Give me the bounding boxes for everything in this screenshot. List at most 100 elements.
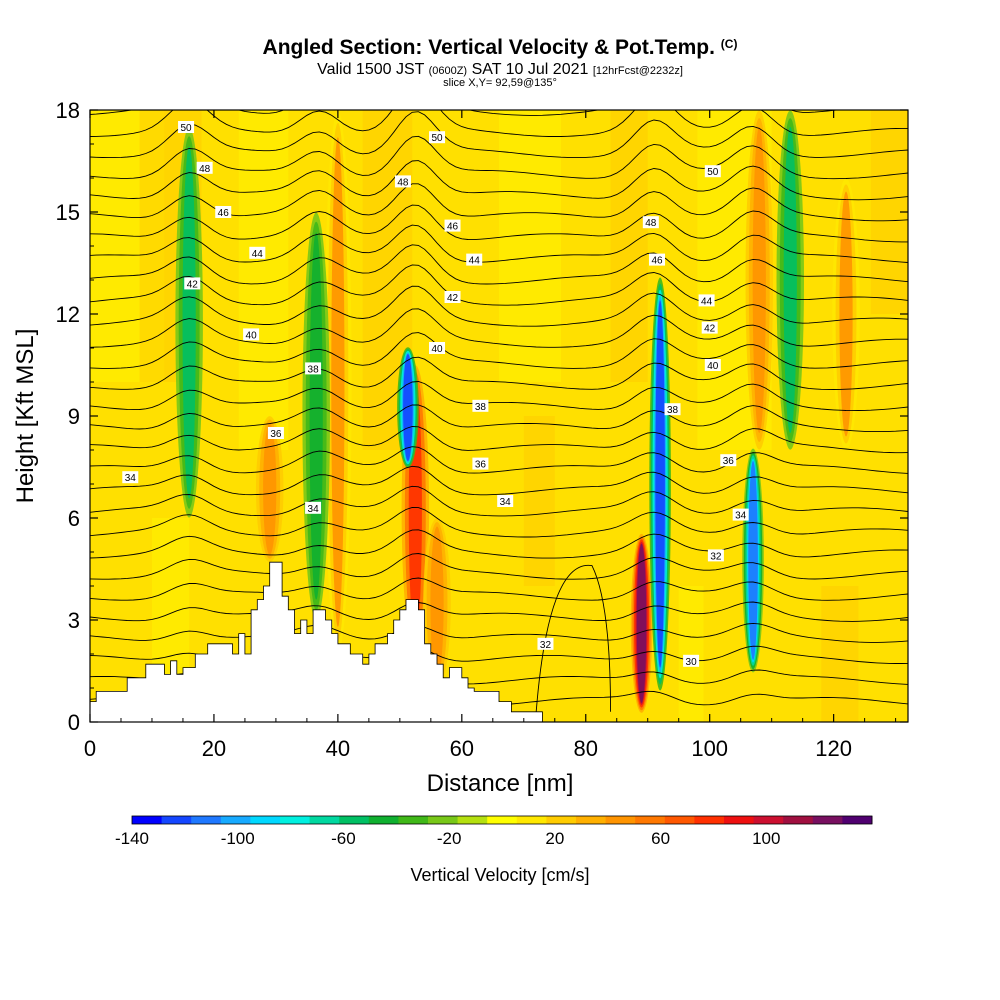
contour-label-text: 44 — [252, 249, 264, 260]
downdraft-band — [655, 300, 665, 668]
colorbar-swatch — [605, 816, 636, 824]
contour-label-text: 46 — [447, 222, 459, 233]
theta-contour-line — [90, 332, 908, 369]
x-tick-label: 60 — [450, 736, 474, 761]
contour-label: 42 — [184, 277, 201, 290]
ambient-cell — [238, 110, 289, 450]
theta-contour-line — [90, 404, 908, 433]
contour-label: 48 — [394, 175, 411, 188]
colorbar-swatch — [487, 816, 518, 824]
theta-contour-line — [90, 110, 842, 116]
contour-label-text: 42 — [187, 279, 199, 290]
y-axis-label: Height [Kft MSL] — [12, 329, 39, 504]
x-axis-label: Distance [nm] — [427, 770, 574, 797]
theta-contours — [90, 110, 908, 712]
theta-contour-line — [90, 553, 908, 580]
colorbar-tick-label: -60 — [331, 829, 356, 848]
ambient-cell — [523, 416, 555, 586]
contour-label-text: 40 — [246, 330, 258, 341]
theta-contour-line — [90, 285, 908, 327]
theta-contour-line — [90, 622, 908, 643]
chart-title: Angled Section: Vertical Velocity & Pot.… — [262, 36, 738, 59]
contour-label: 44 — [698, 294, 715, 307]
theta-contour-line — [90, 264, 908, 306]
theta-contour-line — [90, 111, 908, 159]
contour-label: 44 — [249, 246, 266, 260]
contour-label: 38 — [664, 403, 681, 416]
theta-contour-line — [90, 465, 908, 496]
contour-label-text: 48 — [645, 218, 657, 229]
contour-label: 42 — [701, 321, 718, 335]
contour-label-text: 34 — [735, 511, 747, 522]
colorbar-tick-label: -20 — [437, 829, 462, 848]
colorbar-swatch — [753, 816, 784, 824]
theta-contour-line — [90, 446, 908, 474]
theta-contour-line — [90, 529, 908, 559]
colorbar-swatch — [694, 816, 725, 824]
colorbar-swatch — [664, 816, 695, 824]
contour-label: 50 — [704, 165, 721, 178]
colorbar-swatch — [724, 816, 755, 824]
colorbar-tick-label: 60 — [651, 829, 670, 848]
velocity-field — [90, 110, 908, 722]
contour-label-text: 40 — [431, 344, 443, 355]
contour-label: 36 — [472, 457, 489, 471]
theta-contour-line — [90, 601, 908, 622]
contour-label: 34 — [497, 495, 514, 508]
contour-label-text: 50 — [431, 133, 443, 144]
colorbar-swatch — [635, 816, 666, 824]
contour-label-text: 50 — [707, 167, 719, 178]
updraft-band — [430, 526, 444, 680]
contour-label: 34 — [732, 508, 749, 522]
colorbar-swatch — [280, 816, 311, 824]
contour-label-text: 42 — [704, 324, 716, 335]
theta-contour-line — [90, 507, 908, 538]
x-tick-label: 20 — [202, 736, 226, 761]
y-tick-label: 3 — [68, 608, 80, 633]
contour-label-text: 32 — [710, 551, 722, 562]
colorbar-tick-label: -140 — [115, 829, 149, 848]
downdraft-band — [783, 127, 797, 433]
contour-label: 40 — [429, 342, 446, 355]
contour-label-text: 36 — [723, 456, 735, 467]
y-tick-label: 6 — [68, 506, 80, 531]
colorbar-swatch — [783, 816, 814, 824]
ambient-cell — [821, 586, 859, 722]
chart-subtitle: Valid 1500 JST (0600Z) SAT 10 Jul 2021 [… — [317, 61, 683, 78]
colorbar-swatch — [812, 816, 843, 824]
colorbar-swatch — [250, 816, 281, 824]
contour-label-text: 46 — [651, 256, 663, 267]
colorbar-label: Vertical Velocity [cm/s] — [410, 865, 589, 885]
contour-label-text: 38 — [667, 405, 679, 416]
x-tick-label: 0 — [84, 736, 96, 761]
colorbar-frame — [131, 815, 873, 825]
updraft-band — [331, 137, 345, 627]
downdraft-band — [182, 146, 196, 499]
theta-contour-line — [90, 204, 908, 243]
terrain — [90, 561, 543, 722]
contour-label: 44 — [466, 253, 483, 267]
theta-contour-line — [535, 564, 611, 712]
downdraft-band — [309, 232, 323, 600]
colorbar-swatch — [546, 816, 577, 824]
contour-label: 34 — [122, 471, 139, 484]
contour-label: 40 — [704, 359, 721, 372]
colorbar-tick-label: 100 — [752, 829, 780, 848]
colorbar-swatch — [842, 816, 873, 824]
colorbar-swatch — [161, 816, 192, 824]
theta-contour-line — [90, 426, 908, 454]
updraft-band — [263, 423, 277, 555]
contour-label: 32 — [707, 549, 724, 562]
contour-label-text: 34 — [308, 504, 320, 515]
theta-contour-line — [90, 485, 908, 517]
contour-label-text: 30 — [686, 657, 698, 668]
colorbar-swatch — [339, 816, 370, 824]
chart-slice-info: slice X,Y= 92,59@135° — [443, 77, 557, 89]
contour-label: 36 — [267, 427, 284, 440]
theta-contour-line — [90, 381, 908, 412]
y-tick-label: 0 — [68, 710, 80, 735]
y-tick-label: 9 — [68, 404, 80, 429]
colorbar-swatch — [220, 816, 251, 824]
colorbar-swatch — [457, 816, 488, 824]
